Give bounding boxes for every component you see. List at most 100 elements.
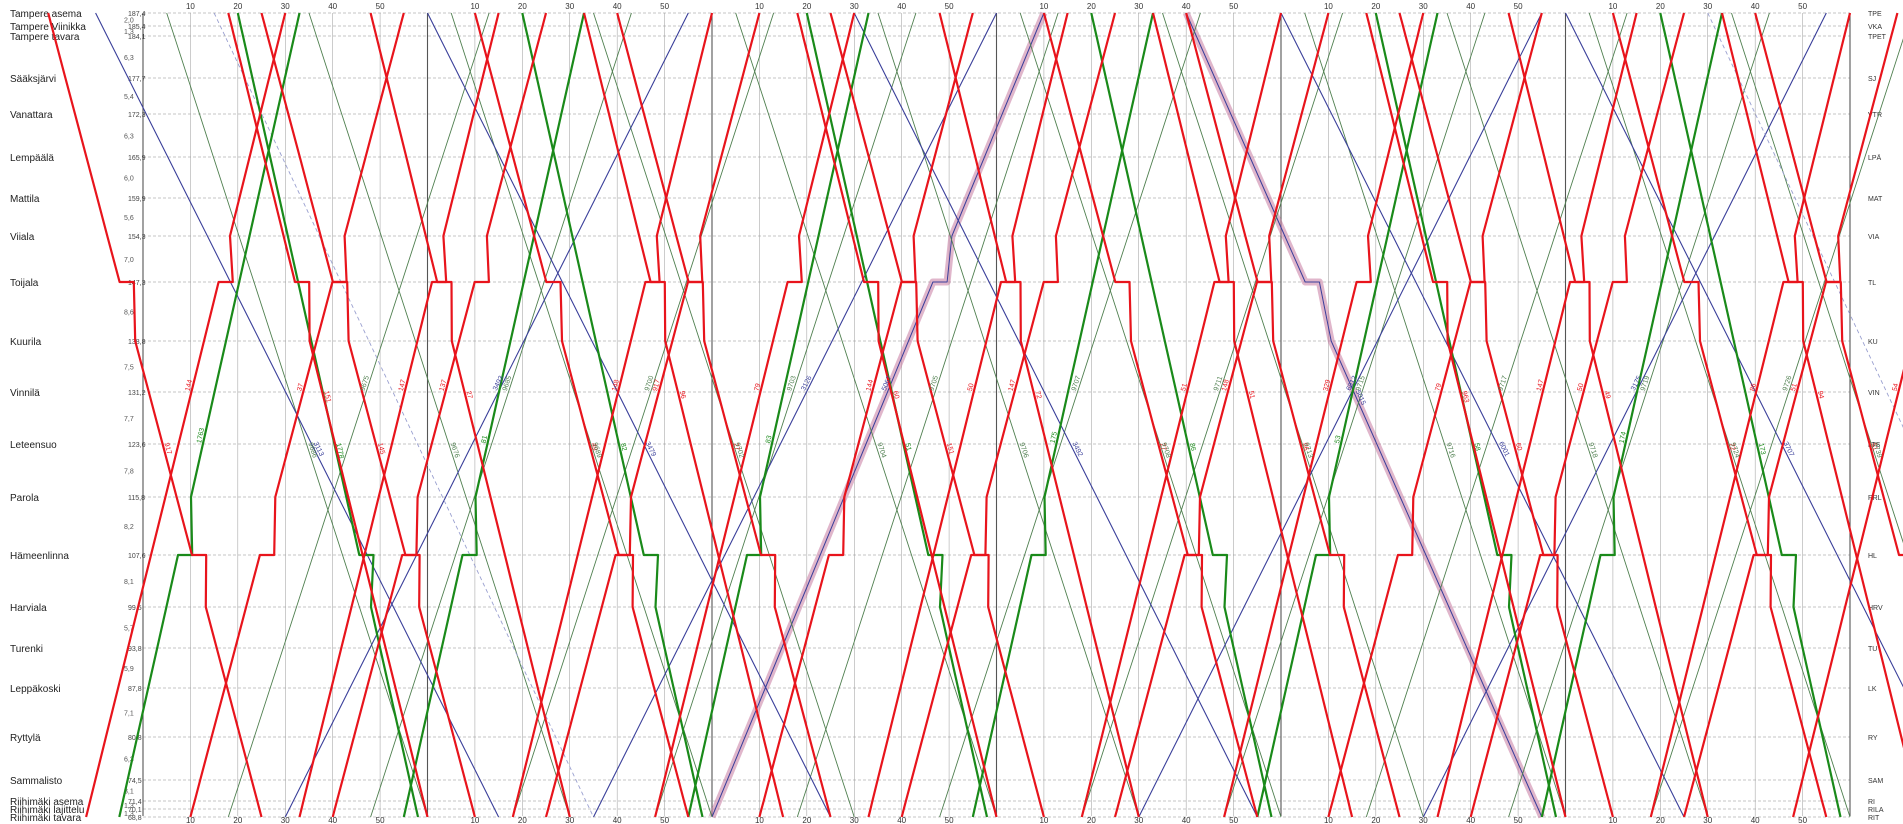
commuter-train-line[interactable] <box>1436 12 1638 818</box>
thin-train-line[interactable] <box>877 12 1140 818</box>
long-distance-train-line[interactable] <box>1540 12 1724 818</box>
long-distance-train-line[interactable] <box>521 12 704 818</box>
commuter-train-line[interactable] <box>369 12 571 818</box>
commuter-train-line[interactable] <box>1611 12 1828 818</box>
commuter-train-line[interactable] <box>1185 12 1401 818</box>
commuter-train-line[interactable] <box>1469 12 1686 818</box>
thin-train-line[interactable] <box>796 12 1059 818</box>
thin-train-line[interactable] <box>512 12 775 818</box>
long-distance-train-line[interactable] <box>971 12 1155 818</box>
train-number: 9724 <box>1729 442 1741 459</box>
freight-train-line[interactable] <box>593 12 997 818</box>
long-distance-train-line[interactable] <box>687 12 870 818</box>
commuter-train-line[interactable] <box>1080 12 1283 818</box>
minute-label: 10 <box>1608 816 1617 824</box>
train-number: 79 <box>1434 383 1443 392</box>
freight-train-line[interactable] <box>95 12 500 818</box>
planned-freight-line[interactable] <box>1707 12 1903 817</box>
commuter-train-line[interactable] <box>938 12 1140 818</box>
commuter-train-line[interactable] <box>473 12 690 818</box>
commuter-train-line[interactable] <box>1398 12 1614 818</box>
station-code: TU <box>1868 646 1877 653</box>
train-number: 9719 <box>1640 375 1652 392</box>
thin-train-line[interactable] <box>1223 12 1486 818</box>
train-number: 51 <box>903 442 912 451</box>
station-km: 159,9 <box>128 196 146 203</box>
long-distance-train-line[interactable] <box>1659 12 1842 818</box>
minute-label: 20 <box>1656 816 1665 824</box>
highlighted-train-line[interactable] <box>711 12 1045 818</box>
minute-label: 50 <box>945 2 954 11</box>
station-distance: 7,1 <box>124 711 134 718</box>
commuter-train-line[interactable] <box>227 12 429 818</box>
train-number: 9739 <box>1871 442 1883 459</box>
train-number: 9726 <box>1782 375 1794 392</box>
commuter-train-line[interactable] <box>1682 12 1899 818</box>
commuter-train-line[interactable] <box>511 12 714 818</box>
commuter-train-line[interactable] <box>900 12 1117 818</box>
thin-train-line[interactable] <box>1081 12 1344 818</box>
commuter-train-line[interactable] <box>47 12 263 818</box>
train-number: 144 <box>185 379 195 392</box>
station-name: Turenki <box>10 644 43 655</box>
station-distance: 7,5 <box>124 365 134 372</box>
thin-train-line[interactable] <box>1650 13 1903 818</box>
commuter-train-line[interactable] <box>1649 12 1852 818</box>
commuter-train-line[interactable] <box>1223 12 1425 818</box>
commuter-train-line[interactable] <box>1365 12 1567 818</box>
commuter-train-line[interactable] <box>582 12 785 818</box>
minute-label: 10 <box>186 816 195 824</box>
commuter-train-line[interactable] <box>1507 12 1709 818</box>
commuter-train-line[interactable] <box>1151 12 1354 818</box>
freight-train-line[interactable] <box>1138 12 1543 818</box>
long-distance-train-line[interactable] <box>1256 12 1439 818</box>
train-number: 9675 <box>360 375 372 392</box>
commuter-train-line[interactable] <box>331 12 548 818</box>
commuter-train-line[interactable] <box>616 12 832 818</box>
minute-label: 50 <box>1229 2 1238 11</box>
thin-train-line[interactable] <box>308 12 571 818</box>
thin-train-line[interactable] <box>1365 12 1628 818</box>
freight-train-line[interactable] <box>1565 12 1903 817</box>
thin-train-line[interactable] <box>227 12 490 818</box>
train-number: 27 <box>732 442 741 451</box>
commuter-train-line[interactable] <box>1754 12 1903 817</box>
commuter-train-line[interactable] <box>85 12 287 818</box>
commuter-train-line[interactable] <box>1113 12 1330 818</box>
station-name: Leteensuo <box>10 440 57 451</box>
train-number: 917 <box>163 442 173 455</box>
commuter-train-line[interactable] <box>829 12 1045 818</box>
commuter-train-line[interactable] <box>1792 13 1903 818</box>
long-distance-train-line[interactable] <box>118 12 301 818</box>
minute-label: 40 <box>613 2 622 11</box>
train-number: 51 <box>1790 383 1799 392</box>
thin-train-line[interactable] <box>1446 12 1709 818</box>
commuter-train-line[interactable] <box>654 12 856 818</box>
highlighted-train-line[interactable] <box>1185 12 1543 818</box>
commuter-train-line[interactable] <box>298 12 500 818</box>
train-number: 9700 <box>644 375 656 392</box>
commuter-train-line[interactable] <box>758 12 974 818</box>
commuter-train-line[interactable] <box>260 12 476 818</box>
thin-train-line[interactable] <box>654 12 917 818</box>
station-name: Toijala <box>10 278 39 289</box>
long-distance-train-line[interactable] <box>1090 12 1273 818</box>
commuter-train-line[interactable] <box>189 12 405 818</box>
freight-train-line[interactable] <box>427 12 831 818</box>
commuter-train-line[interactable] <box>1327 12 1543 818</box>
planned-freight-line[interactable] <box>213 12 594 818</box>
station-code: LPÄ <box>1868 154 1882 162</box>
freight-train-line[interactable] <box>1280 12 1685 818</box>
long-distance-train-line[interactable] <box>402 12 586 818</box>
commuter-train-line[interactable] <box>544 12 761 818</box>
station-km: 147,3 <box>128 280 146 287</box>
commuter-train-line[interactable] <box>1042 12 1259 818</box>
freight-train-line[interactable] <box>853 12 1258 818</box>
thin-train-line[interactable] <box>735 12 997 818</box>
commuter-train-line[interactable] <box>867 12 1069 818</box>
station-distance: 1,3 <box>124 29 134 36</box>
commuter-train-line[interactable] <box>796 12 998 818</box>
freight-train-lines <box>95 12 1903 818</box>
commuter-train-line[interactable] <box>1720 12 1903 817</box>
thin-train-line[interactable] <box>1304 12 1566 818</box>
